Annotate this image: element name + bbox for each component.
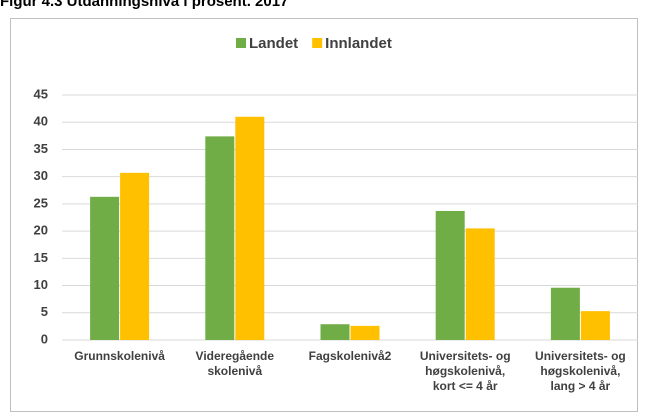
legend-label: Landet [249, 35, 298, 52]
y-tick-label: 25 [34, 195, 48, 210]
y-tick-label: 15 [34, 250, 48, 265]
legend-label: Innlandet [325, 35, 392, 52]
x-tick-label: Universitets- og høgskolenivå, kort <= 4… [419, 349, 511, 393]
x-tick-label: Grunnskolenivå [74, 349, 165, 363]
chart-title: Figur 4.3 Utdanningsnivå i prosent. 2017 [0, 0, 288, 10]
bar [235, 116, 265, 341]
bar [120, 172, 150, 340]
bar [205, 136, 235, 340]
y-tick-label: 5 [41, 304, 48, 319]
x-tick-label: Videregående skolenivå [195, 349, 275, 378]
x-tick-label: Fagskolenivå2 [308, 349, 392, 363]
y-tick-label: 0 [41, 331, 48, 346]
bar [350, 325, 380, 340]
bar [580, 311, 610, 340]
bar [90, 196, 120, 340]
y-tick-label: 45 [34, 86, 48, 101]
legend-swatch [236, 38, 246, 48]
y-tick-label: 10 [34, 277, 48, 292]
y-tick-label: 30 [34, 168, 48, 183]
x-tick-label: Universitets- og høgskolenivå, lang > 4 … [535, 349, 626, 393]
legend-swatch [312, 38, 323, 48]
bar [465, 228, 495, 340]
bar [320, 324, 350, 340]
y-tick-label: 35 [34, 141, 48, 156]
bar [550, 287, 580, 340]
y-tick-label: 40 [34, 114, 48, 129]
y-tick-label: 20 [34, 223, 48, 238]
bar [435, 210, 465, 340]
